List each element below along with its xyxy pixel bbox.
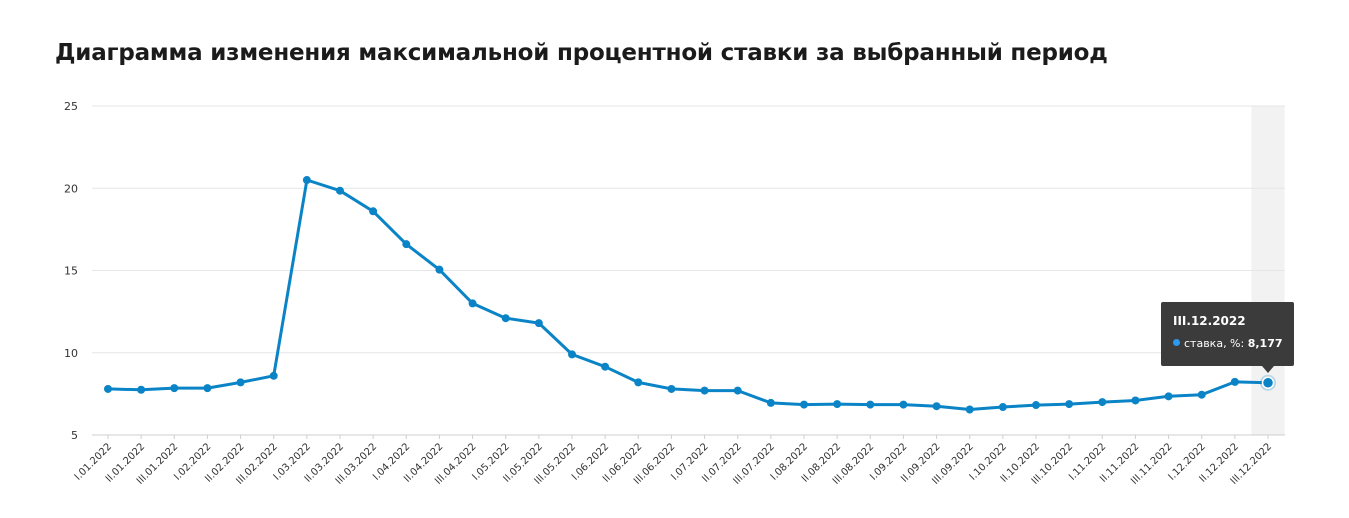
data-point[interactable] (965, 405, 974, 414)
data-point[interactable] (634, 378, 643, 387)
data-point[interactable] (733, 386, 742, 395)
tooltip-series-label: ставка, %: (1184, 337, 1245, 350)
data-point[interactable] (1164, 392, 1173, 401)
series-dot-icon (1173, 339, 1180, 346)
data-point[interactable] (402, 240, 411, 249)
y-tick-label: 20 (64, 182, 78, 195)
tooltip-date: III.12.2022 (1173, 314, 1246, 328)
data-point[interactable] (667, 384, 676, 393)
data-point[interactable] (534, 319, 543, 328)
y-tick-label: 5 (71, 429, 78, 442)
y-tick-label: 15 (64, 265, 78, 278)
data-point[interactable] (601, 362, 610, 371)
series-line-layer (106, 178, 1270, 411)
y-tick-label: 25 (64, 100, 78, 113)
data-point[interactable] (899, 400, 908, 409)
data-point[interactable] (766, 398, 775, 407)
data-point[interactable] (236, 378, 245, 387)
chart-tooltip: III.12.2022 ставка, %: 8,177 (1161, 302, 1294, 366)
data-point[interactable] (932, 402, 941, 411)
data-point[interactable] (700, 386, 709, 395)
data-point[interactable] (800, 400, 808, 409)
data-point[interactable] (435, 265, 444, 274)
data-point[interactable] (369, 207, 378, 216)
data-point[interactable] (568, 350, 576, 359)
data-point[interactable] (170, 384, 179, 393)
data-point[interactable] (1098, 398, 1107, 407)
y-tick-label: 10 (64, 347, 78, 360)
data-point[interactable] (1131, 396, 1140, 405)
data-point[interactable] (302, 176, 311, 185)
data-point[interactable] (998, 403, 1007, 412)
data-point[interactable] (203, 384, 212, 393)
data-point[interactable] (501, 314, 510, 323)
tooltip-row: ставка, %: 8,177 (1173, 337, 1283, 350)
data-point[interactable] (1197, 390, 1206, 399)
data-point[interactable] (833, 400, 842, 409)
tooltip-arrow (1262, 366, 1274, 373)
page-title: Диаграмма изменения максимальной процент… (55, 40, 1108, 66)
grid-layer (92, 105, 1285, 436)
data-point[interactable] (137, 385, 146, 394)
data-point[interactable] (1065, 400, 1074, 409)
x-axis-ticks: I.01.2022II.01.2022III.01.2022I.02.2022I… (73, 435, 1274, 487)
data-point[interactable] (336, 186, 344, 195)
data-point[interactable] (866, 400, 875, 409)
data-point-active[interactable] (1261, 376, 1275, 389)
data-point[interactable] (1230, 377, 1239, 386)
data-point[interactable] (104, 384, 112, 393)
series-line (106, 178, 1270, 411)
y-axis-ticks: 5 10 15 20 25 (64, 100, 78, 442)
data-point[interactable] (468, 299, 477, 308)
data-point[interactable] (1032, 401, 1040, 410)
data-points-layer[interactable] (104, 176, 1276, 414)
tooltip-value: 8,177 (1247, 337, 1283, 350)
data-point[interactable] (269, 371, 278, 380)
